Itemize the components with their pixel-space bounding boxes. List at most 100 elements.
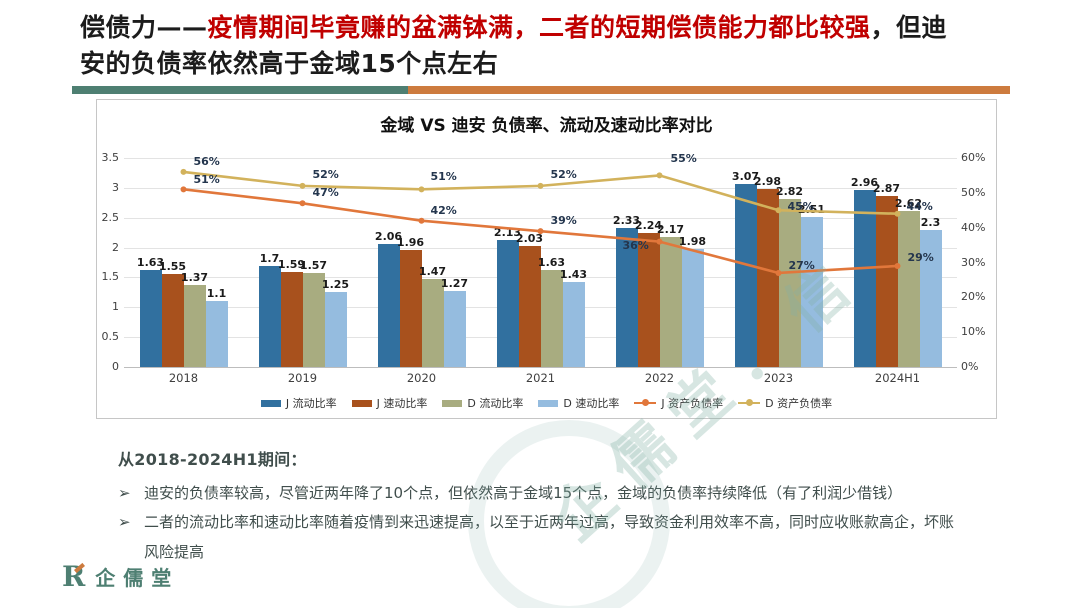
line-point-label: 51% xyxy=(430,170,457,184)
bar xyxy=(258,265,281,367)
bar-value-label: 2.87 xyxy=(872,181,901,195)
bar xyxy=(853,190,876,367)
bar xyxy=(399,249,422,367)
grid-line xyxy=(124,217,957,219)
note-bullet: ➢ 迪安的负债率较高，尽管近两年降了10个点，但依然高于金域15个点，金域的负债率… xyxy=(118,479,968,508)
bar-value-label: 1.27 xyxy=(440,277,469,291)
bar-value-label: 2.24 xyxy=(634,219,663,233)
divider-teal-segment xyxy=(72,86,408,94)
legend-line-swatch xyxy=(738,398,761,408)
line-point-label: 47% xyxy=(312,186,339,200)
line-point xyxy=(656,172,663,179)
line-point xyxy=(894,262,901,269)
x-category-label: 2018 xyxy=(168,371,199,385)
bullet-arrow-icon: ➢ xyxy=(118,513,131,532)
notes-heading: 从2018-2024H1期间： xyxy=(118,450,307,469)
plot-area: 1.63 1.55 1.37 1.1 1.7 1.59 1.57 1.25 2.06 1.96 1.… xyxy=(124,152,957,368)
divider xyxy=(72,86,1010,94)
bar xyxy=(377,244,400,367)
legend-label: J 流动比率 xyxy=(285,397,337,410)
title-highlight: 疫情期间毕竟赚的盆满钵满，二者的短期偿债能力都比较强 xyxy=(207,13,871,42)
line-point xyxy=(180,168,187,175)
bar xyxy=(496,239,519,367)
bar-value-label: 1.37 xyxy=(180,271,209,285)
line-point-label: 52% xyxy=(312,167,339,181)
bar-value-label: 3.07 xyxy=(731,169,760,183)
line-point-label: 45% xyxy=(787,200,814,214)
bar-value-label: 1.96 xyxy=(396,235,425,249)
legend-item: D 流动比率 xyxy=(442,395,523,411)
line-point-label: 36% xyxy=(622,238,649,252)
bar xyxy=(778,198,801,367)
bar xyxy=(681,248,704,367)
bar xyxy=(756,189,779,367)
bar xyxy=(540,269,563,367)
title-prefix: 偿债力—— xyxy=(80,13,208,42)
line-point-label: 44% xyxy=(906,199,933,213)
x-category-label: 2022 xyxy=(644,371,675,385)
bar xyxy=(205,301,228,367)
grid-line xyxy=(124,158,957,159)
bar xyxy=(161,274,184,367)
bar xyxy=(734,183,757,367)
bar-value-label: 1.7 xyxy=(259,251,280,265)
legend-item: D 资产负债率 xyxy=(738,395,832,411)
divider-orange-segment xyxy=(408,86,1010,94)
bar-value-label: 2.96 xyxy=(850,176,879,190)
bar xyxy=(562,281,585,367)
legend-bar-swatch xyxy=(351,399,372,407)
bar-value-label: 2.3 xyxy=(920,215,941,229)
line-point xyxy=(418,186,425,193)
legend-line-marker xyxy=(642,399,650,406)
chart: 金域 VS 迪安 负债率、流动及速动比率对比 1.63 1.55 1.37 1.1 1.… xyxy=(96,99,997,419)
line-point xyxy=(180,186,187,193)
bar-value-label: 1.98 xyxy=(678,234,707,248)
bullet-arrow-icon: ➢ xyxy=(118,484,131,502)
bar-value-label: 1.25 xyxy=(321,278,350,292)
legend-line-marker xyxy=(746,399,754,406)
legend-item: J 速动比率 xyxy=(351,395,427,411)
bar xyxy=(637,233,660,367)
line-point xyxy=(775,269,782,276)
bar xyxy=(324,292,347,367)
bar-value-label: 2.62 xyxy=(894,196,923,210)
chart-legend: J 流动比率 J 速动比率 D 流动比率 D 速动比率 J 资产负债率 D 资产负债率 xyxy=(97,395,996,411)
logo-mark: R xyxy=(62,559,86,593)
bar-value-label: 2.33 xyxy=(612,213,641,227)
bar xyxy=(183,285,206,367)
right-axis-tick: 20% xyxy=(961,290,986,304)
note-bullet-text: 二者的流动比率和速动比率随着疫情到来迅速提高，以至于近两年过高，导致资金利用效率… xyxy=(144,513,955,561)
line-point xyxy=(894,210,901,217)
legend-line-swatch xyxy=(634,398,657,408)
note-bullet-text: 迪安的负债率较高，尽管近两年降了10个点，但依然高于金域15个点，金域的负债率持… xyxy=(144,484,903,502)
line-point-label: 39% xyxy=(550,214,577,228)
bar-value-label: 1.59 xyxy=(277,258,306,272)
left-axis-tick: 1.5 xyxy=(101,270,120,284)
left-axis-tick: 3 xyxy=(112,180,119,194)
legend-bar-swatch xyxy=(538,399,559,407)
legend-item: J 流动比率 xyxy=(260,395,337,411)
line-series-layer xyxy=(180,168,901,276)
bar-value-label: 1.47 xyxy=(418,265,447,279)
grid-line xyxy=(124,247,957,249)
left-axis-tick: 1 xyxy=(112,300,119,314)
right-axis-tick: 60% xyxy=(961,151,986,164)
bar xyxy=(615,227,638,367)
x-category-label: 2020 xyxy=(406,371,437,385)
line-point xyxy=(537,182,544,189)
grid-line xyxy=(124,367,957,368)
bar-value-label: 1.55 xyxy=(158,260,187,274)
legend-bar-swatch xyxy=(260,399,281,407)
legend-bar-swatch xyxy=(442,399,463,407)
right-axis-tick: 30% xyxy=(961,255,986,269)
bar-value-label: 2.03 xyxy=(515,231,544,245)
left-axis-tick: 0.5 xyxy=(101,330,120,344)
line-point xyxy=(299,182,306,189)
right-axis-tick: 40% xyxy=(961,220,986,234)
x-category-label: 2019 xyxy=(287,371,318,385)
notes-bullets: ➢ 迪安的负债率较高，尽管近两年降了10个点，但依然高于金域15个点，金域的负债率… xyxy=(118,479,968,567)
legend-label: D 资产负债率 xyxy=(765,397,833,410)
line-point-label: 42% xyxy=(430,203,457,217)
legend-label: J 资产负债率 xyxy=(661,397,724,410)
